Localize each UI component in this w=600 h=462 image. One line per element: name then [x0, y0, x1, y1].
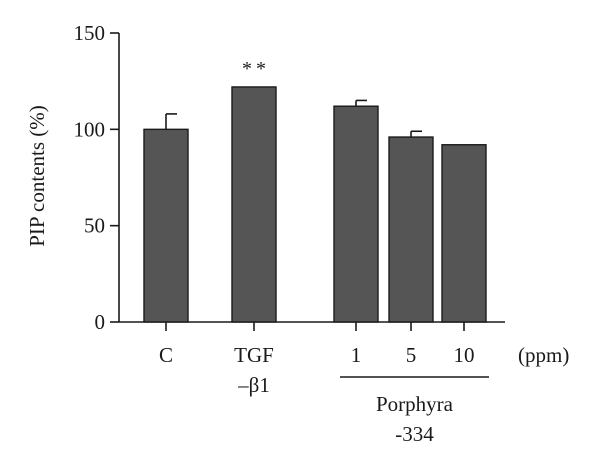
bar — [441, 144, 487, 323]
x-tick-label: TGF –β1 — [234, 343, 274, 397]
y-tick-label: 150 — [74, 21, 106, 45]
group-label-text: Porphyra -334 — [376, 392, 454, 446]
bar — [333, 105, 379, 323]
bar — [143, 128, 189, 323]
x-tick-label: 10 — [454, 343, 475, 367]
y-axis: 0 50 100 150 — [74, 21, 120, 334]
y-axis-title: PIP contents (%) — [25, 105, 49, 247]
significance-label: ** — [242, 58, 270, 80]
x-axis — [119, 321, 505, 331]
bar — [388, 136, 434, 323]
x-tick-label: 5 — [406, 343, 417, 367]
unit-label: (ppm) — [518, 343, 569, 367]
y-tick-label: 50 — [84, 214, 105, 238]
x-tick-label: C — [159, 343, 173, 367]
category-labels: C TGF –β1 1 5 10 — [159, 343, 475, 397]
x-tick-label: 1 — [351, 343, 362, 367]
bar — [231, 86, 277, 323]
y-tick-label: 0 — [95, 310, 106, 334]
y-tick-label: 100 — [74, 117, 106, 141]
bars: ** — [143, 58, 487, 323]
group-label: Porphyra -334 — [376, 392, 454, 446]
